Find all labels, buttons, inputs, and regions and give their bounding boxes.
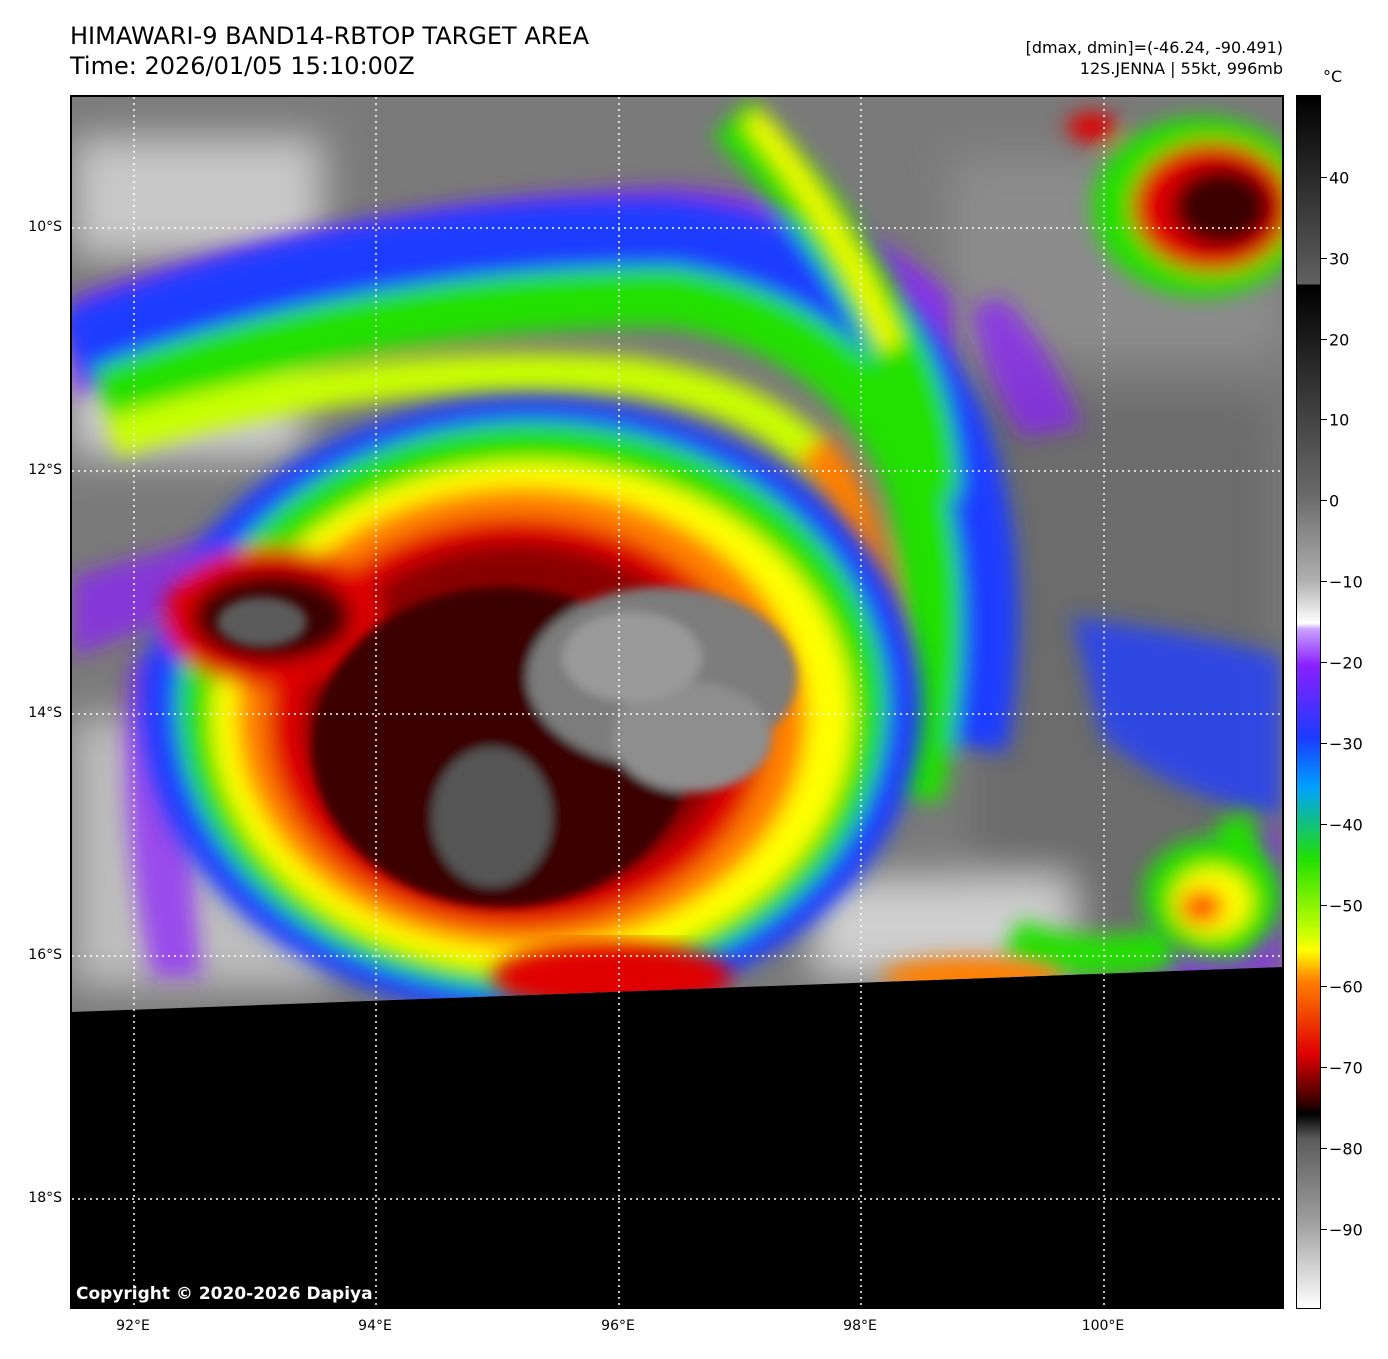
colorbar-tick (1321, 581, 1327, 582)
colorbar-tick (1321, 743, 1327, 744)
colorbar-tick (1321, 500, 1327, 501)
colorbar-tick (1321, 824, 1327, 825)
lon-label-94e: 94°E (358, 1318, 392, 1334)
colorbar-label-minus80: −80 (1329, 1139, 1363, 1159)
lat-label-14s: 14°S (28, 705, 62, 721)
storm-info: 12S.JENNA | 55kt, 996mb (1079, 59, 1283, 78)
lat-lon-grid (72, 97, 1282, 1307)
colorbar-label-minus40: −40 (1329, 815, 1363, 835)
copyright-notice: Copyright © 2020-2026 Dapiya (76, 1284, 373, 1304)
colorbar-tick (1321, 1229, 1327, 1230)
colorbar-tick (1321, 662, 1327, 663)
satellite-image (70, 95, 1284, 1309)
lat-label-18s: 18°S (28, 1190, 62, 1206)
colorbar-label-minus50: −50 (1329, 896, 1363, 916)
colorbar-tick (1321, 986, 1327, 987)
colorbar-unit: °C (1323, 67, 1343, 86)
colorbar-label-30: 30 (1329, 249, 1350, 269)
lat-label-10s: 10°S (28, 219, 62, 235)
colorbar (1296, 95, 1321, 1309)
image-timestamp: Time: 2026/01/05 15:10:00Z (70, 52, 415, 80)
colorbar-label-minus30: −30 (1329, 734, 1363, 754)
colorbar-tick (1321, 905, 1327, 906)
colorbar-tick (1321, 177, 1327, 178)
colorbar-tick (1321, 419, 1327, 420)
lon-label-96e: 96°E (601, 1318, 635, 1334)
lon-label-98e: 98°E (843, 1318, 877, 1334)
cloud-field (72, 97, 1282, 1012)
image-title: HIMAWARI-9 BAND14-RBTOP TARGET AREA (70, 22, 590, 50)
colorbar-label-minus70: −70 (1329, 1058, 1363, 1078)
colorbar-tick (1321, 258, 1327, 259)
lon-label-100e: 100°E (1081, 1318, 1125, 1334)
colorbar-tick (1321, 1067, 1327, 1068)
colorbar-tick (1321, 1148, 1327, 1149)
colorbar-label-10: 10 (1329, 410, 1350, 430)
colorbar-tick (1321, 339, 1327, 340)
colorbar-label-20: 20 (1329, 330, 1350, 350)
lon-label-92e: 92°E (116, 1318, 150, 1334)
value-range-info: [dmax, dmin]=(-46.24, -90.491) (1025, 38, 1283, 57)
colorbar-label-40: 40 (1329, 168, 1350, 188)
colorbar-label-minus90: −90 (1329, 1220, 1363, 1240)
colorbar-label-minus60: −60 (1329, 977, 1363, 997)
lat-label-12s: 12°S (28, 462, 62, 478)
lat-label-16s: 16°S (28, 947, 62, 963)
colorbar-label-minus10: −10 (1329, 572, 1363, 592)
colorbar-label-minus20: −20 (1329, 653, 1363, 673)
satellite-imagery (72, 97, 1282, 1307)
colorbar-label-0: 0 (1329, 491, 1340, 511)
